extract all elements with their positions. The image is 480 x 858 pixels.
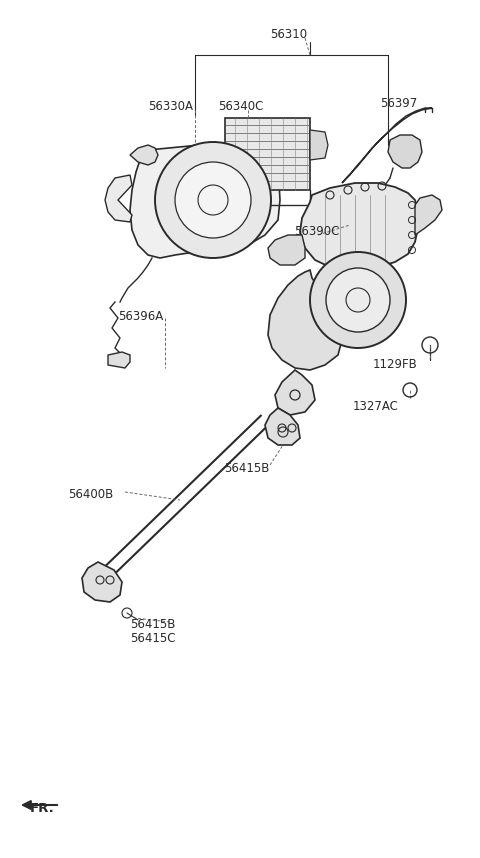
Text: 56330A: 56330A [148, 100, 193, 113]
Text: 56310: 56310 [270, 28, 307, 41]
Polygon shape [268, 235, 305, 265]
Text: 1129FB: 1129FB [373, 358, 418, 371]
Polygon shape [388, 135, 422, 168]
Polygon shape [265, 408, 300, 445]
Circle shape [326, 268, 390, 332]
Polygon shape [130, 145, 158, 165]
Circle shape [175, 162, 251, 238]
Text: 56340C: 56340C [218, 100, 264, 113]
Polygon shape [130, 145, 280, 258]
Text: 56415C: 56415C [130, 632, 176, 645]
Text: 56397: 56397 [380, 97, 417, 110]
Polygon shape [268, 270, 342, 370]
Polygon shape [105, 175, 132, 222]
Circle shape [310, 252, 406, 348]
Circle shape [155, 142, 271, 258]
Polygon shape [82, 562, 122, 602]
Polygon shape [342, 108, 432, 183]
Text: 56415B: 56415B [224, 462, 269, 475]
Polygon shape [300, 183, 418, 270]
Polygon shape [275, 370, 315, 415]
Polygon shape [415, 195, 442, 235]
Polygon shape [108, 352, 130, 368]
Polygon shape [310, 130, 328, 160]
Text: 56390C: 56390C [294, 225, 339, 238]
Polygon shape [225, 118, 310, 190]
Text: 1327AC: 1327AC [353, 400, 399, 413]
Text: 56415B: 56415B [130, 618, 175, 631]
Text: FR.: FR. [30, 802, 55, 815]
Text: 56396A: 56396A [118, 310, 163, 323]
Text: 56400B: 56400B [68, 488, 113, 501]
